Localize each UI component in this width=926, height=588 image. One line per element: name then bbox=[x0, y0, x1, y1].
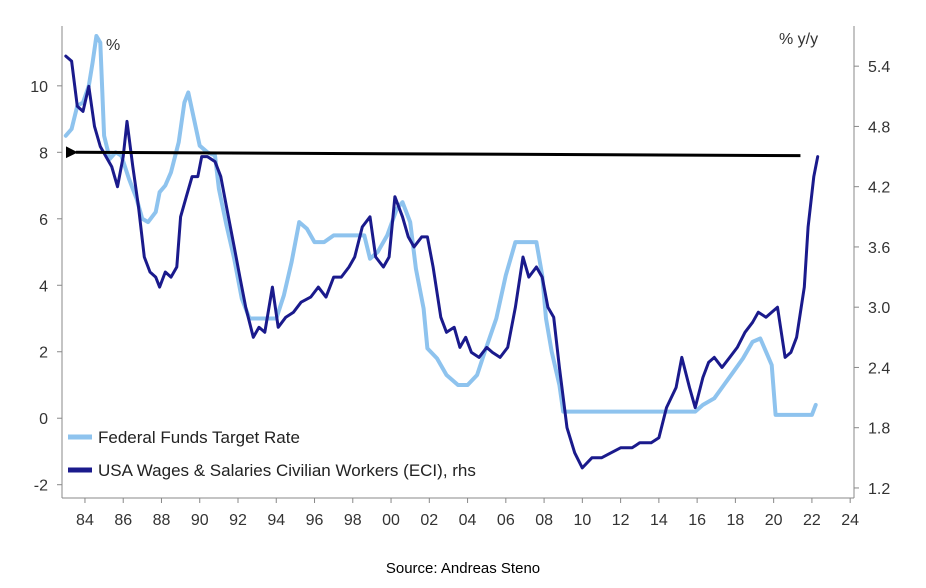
x-tick-label: 04 bbox=[459, 512, 477, 529]
legend-label-fed-funds: Federal Funds Target Rate bbox=[98, 428, 300, 447]
x-tick-label: 16 bbox=[688, 512, 706, 529]
x-tick-label: 02 bbox=[420, 512, 438, 529]
left-tick-label: -2 bbox=[34, 478, 48, 495]
x-tick-label: 12 bbox=[612, 512, 630, 529]
legend-label-eci: USA Wages & Salaries Civilian Workers (E… bbox=[98, 461, 476, 480]
left-axis-ticks: -2 0 2 4 6 8 10 bbox=[30, 79, 62, 495]
source-note: Source: Andreas Steno bbox=[385, 560, 541, 577]
plot-frame bbox=[61, 26, 855, 499]
x-tick-label: 84 bbox=[76, 512, 94, 529]
right-tick-label: 1.8 bbox=[868, 421, 890, 438]
left-tick-label: 0 bbox=[39, 411, 48, 428]
right-axis-ticks: 1.2 1.8 2.4 3.0 3.6 4.2 4.8 5.4 bbox=[854, 59, 890, 498]
x-tick-label: 20 bbox=[765, 512, 783, 529]
x-tick-label: 90 bbox=[191, 512, 209, 529]
series-layer bbox=[63, 34, 820, 470]
right-axis-unit: % y/y bbox=[779, 31, 818, 48]
right-tick-label: 4.8 bbox=[868, 119, 890, 136]
x-tick-label: 22 bbox=[803, 512, 821, 529]
x-tick-label: 24 bbox=[841, 512, 859, 529]
x-tick-label: 08 bbox=[535, 512, 553, 529]
series-line-eci bbox=[64, 54, 820, 470]
left-axis-unit: % bbox=[106, 37, 120, 54]
right-tick-label: 3.6 bbox=[868, 240, 890, 257]
legend: Federal Funds Target Rate USA Wages & Sa… bbox=[68, 428, 476, 480]
right-tick-label: 1.2 bbox=[868, 481, 890, 498]
x-tick-label: 98 bbox=[344, 512, 362, 529]
x-tick-label: 18 bbox=[726, 512, 744, 529]
left-tick-label: 2 bbox=[39, 345, 48, 362]
right-tick-label: 4.2 bbox=[868, 180, 890, 197]
x-tick-label: 86 bbox=[114, 512, 132, 529]
x-tick-label: 92 bbox=[229, 512, 247, 529]
right-tick-label: 2.4 bbox=[868, 360, 890, 377]
left-tick-label: 10 bbox=[30, 79, 48, 96]
x-tick-label: 94 bbox=[267, 512, 285, 529]
left-tick-label: 4 bbox=[39, 278, 48, 295]
x-tick-label: 14 bbox=[650, 512, 668, 529]
x-tick-label: 10 bbox=[573, 512, 591, 529]
x-tick-label: 06 bbox=[497, 512, 515, 529]
right-tick-label: 5.4 bbox=[868, 59, 890, 76]
left-tick-label: 6 bbox=[39, 212, 48, 229]
right-tick-label: 3.0 bbox=[868, 300, 890, 317]
left-tick-label: 8 bbox=[39, 145, 48, 162]
arrow-annotation bbox=[65, 146, 801, 159]
x-tick-label: 00 bbox=[382, 512, 400, 529]
series-line-fed-funds bbox=[63, 34, 818, 417]
x-axis-ticks: 84 86 88 90 92 94 96 98 00 02 04 06 08 10 12 14 16 18 20 22… bbox=[76, 498, 859, 529]
x-tick-label: 88 bbox=[153, 512, 171, 529]
x-tick-label: 96 bbox=[306, 512, 324, 529]
